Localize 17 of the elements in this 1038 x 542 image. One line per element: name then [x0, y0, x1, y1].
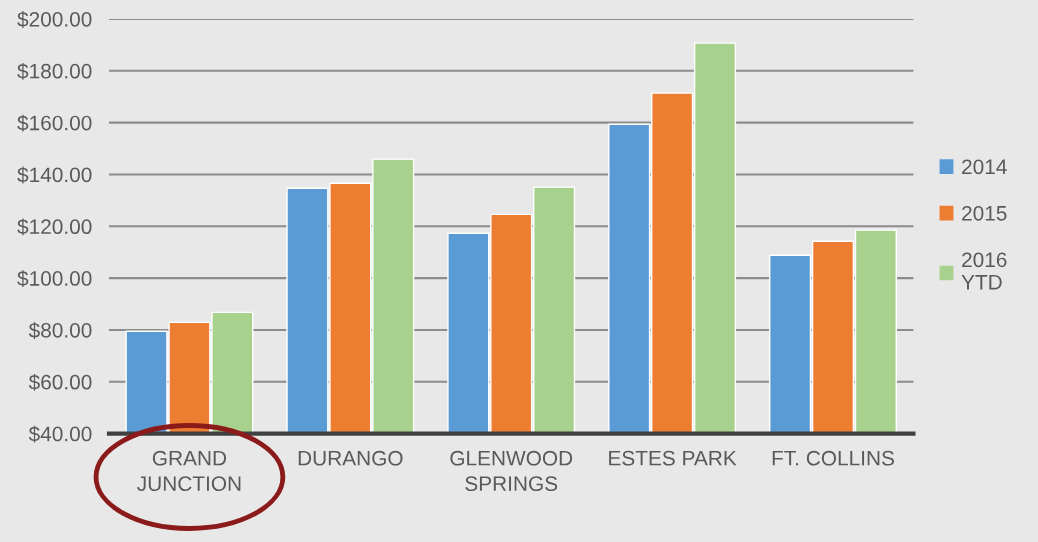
y-tick-label: $100.00 — [17, 270, 92, 288]
legend-label: 2014 — [962, 159, 1007, 175]
y-tick-label: $40.00 — [28, 425, 92, 443]
y-tick-label: $80.00 — [28, 322, 92, 339]
y-tick-label: $140.00 — [17, 166, 92, 184]
x-tick-label: GRAND JUNCTION — [137, 450, 241, 492]
legend-label: 2015 — [962, 205, 1007, 221]
x-tick-label: FT. COLLINS — [772, 450, 894, 466]
legend-label: 2016 YTD — [961, 252, 1007, 290]
y-tick-label: $160.00 — [17, 114, 92, 132]
y-tick-label: $60.00 — [28, 373, 92, 391]
y-tick-label: $200.00 — [17, 11, 92, 28]
y-tick-label: $120.00 — [17, 218, 92, 236]
y-tick-label: $180.00 — [17, 62, 92, 80]
x-tick-label: GLENWOOD SPRINGS — [450, 450, 573, 492]
x-tick-label: ESTES PARK — [609, 450, 737, 466]
x-tick-label: DURANGO — [298, 450, 403, 466]
